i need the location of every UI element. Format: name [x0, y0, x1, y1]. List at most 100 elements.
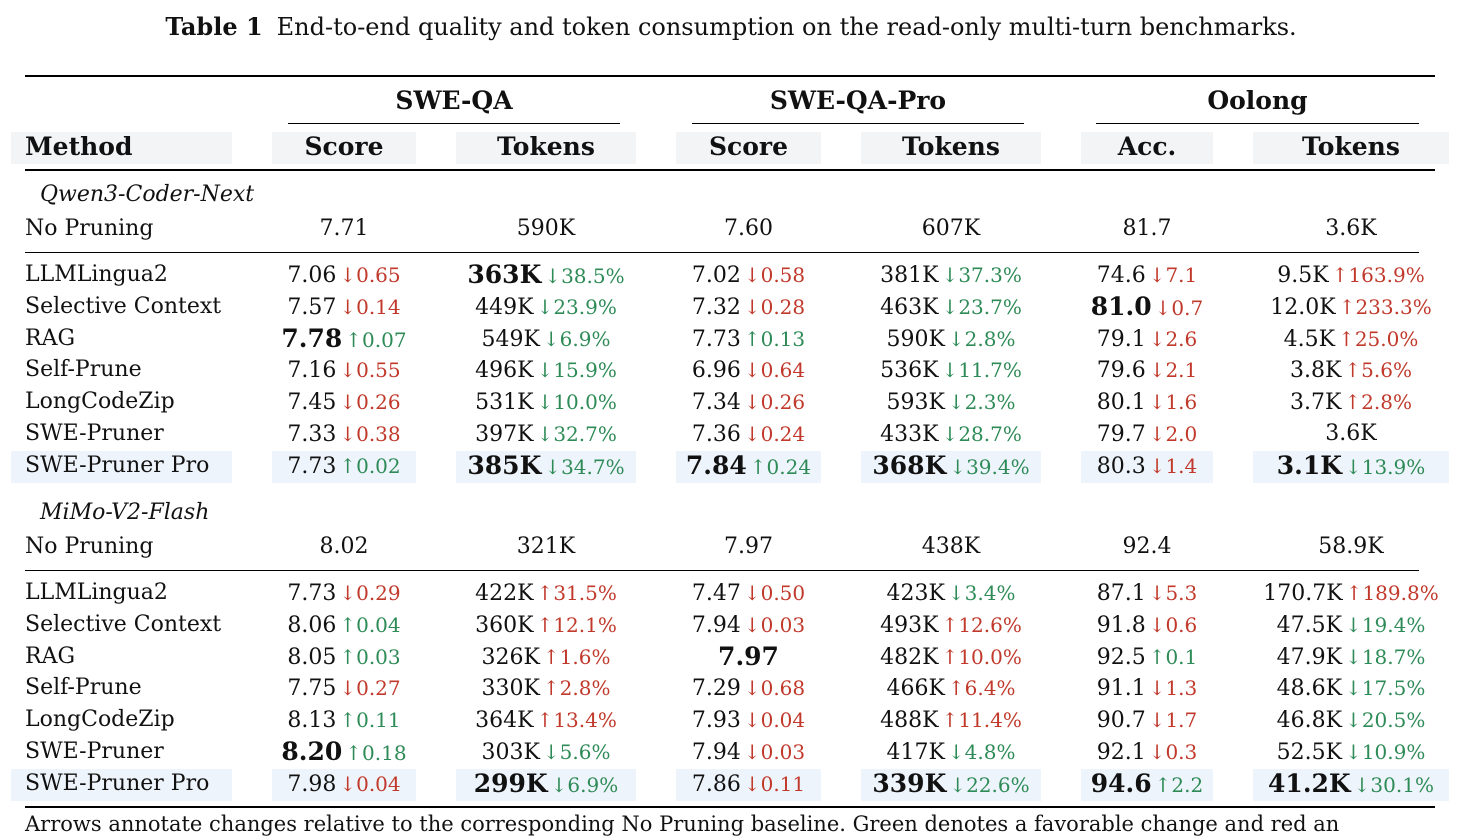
cell-score-2: 7.97 — [676, 642, 821, 674]
cell-delta: ↓0.28 — [743, 295, 806, 319]
cell-value: 466K — [886, 676, 945, 701]
cell-score-1: 7.73 ↓0.29 — [272, 578, 416, 609]
cell-value: 4.5K — [1283, 327, 1336, 352]
cell-delta: ↑12.6% — [941, 613, 1022, 637]
highlight-bg-tokens-3 — [1253, 769, 1449, 801]
cell-value: 364K — [475, 708, 534, 733]
cell-tokens-2: 482K ↑10.0% — [861, 642, 1041, 673]
table-caption-text: End-to-end quality and token consumption… — [276, 13, 1297, 41]
col-header-score-2: Score — [708, 132, 789, 161]
cell-delta: ↓0.65 — [339, 263, 401, 287]
cell-value: 7.36 — [691, 422, 741, 447]
baseline-separator — [25, 570, 1419, 571]
cell-value: 482K — [880, 645, 939, 670]
cell-score-2: 6.96 ↓0.64 — [676, 355, 821, 386]
baseline-cell-tokens-1: 321K — [516, 534, 576, 559]
baseline-cell-score-2: 7.97 — [724, 534, 773, 559]
cell-score-2: 7.84 ↑0.24 — [676, 451, 821, 483]
baseline-cell-tokens-3: 3.6K — [1325, 216, 1377, 241]
cell-value: 80.3 — [1096, 454, 1146, 479]
cell-score-1: 7.98 ↓0.04 — [272, 769, 416, 800]
cell-value: 7.47 — [691, 581, 741, 606]
highlight-bg-score-2 — [676, 769, 821, 801]
cell-value: 7.84 — [685, 451, 747, 480]
cell-value: 7.97 — [718, 642, 779, 671]
cell-tokens-3: 9.5K ↑163.9% — [1253, 260, 1449, 291]
cell-value: 46.8K — [1276, 708, 1343, 733]
cell-value: 92.5 — [1096, 645, 1146, 670]
method-name: Self-Prune — [25, 675, 142, 700]
cell-value: 536K — [880, 358, 939, 383]
cell-value: 463K — [880, 295, 939, 320]
col-header-tokens-3: Tokens — [1302, 132, 1400, 161]
cell-delta: ↓0.24 — [743, 422, 806, 446]
group-header-swe-qa-pro: SWE-QA-Pro — [769, 86, 947, 115]
cell-tokens-3: 52.5K ↓10.9% — [1253, 737, 1449, 768]
highlight-bg-method — [11, 451, 232, 483]
method-name: LLMLingua2 — [25, 580, 168, 605]
cell-value: 74.6 — [1096, 263, 1146, 288]
cell-value: 7.75 — [287, 676, 337, 701]
cell-score-2: 7.86 ↓0.11 — [676, 769, 821, 800]
cell-delta: ↓0.64 — [743, 358, 806, 382]
cell-delta: ↓20.5% — [1345, 708, 1426, 732]
cell-score-2: 7.32 ↓0.28 — [676, 292, 821, 323]
cell-delta: ↓0.26 — [339, 390, 401, 414]
cell-delta: ↓0.04 — [339, 772, 401, 796]
cell-tokens-1: 496K ↓15.9% — [456, 355, 636, 386]
method-name: SWE-Pruner Pro — [25, 453, 210, 478]
cell-delta: ↓0.04 — [743, 708, 806, 732]
cell-delta: ↓4.8% — [947, 740, 1016, 764]
cell-delta: ↓7.1 — [1148, 263, 1198, 287]
cell-delta: ↓0.14 — [339, 295, 401, 319]
cell-value: 397K — [475, 422, 534, 447]
cell-delta: ↑1.6% — [542, 645, 611, 669]
cell-value: 7.73 — [691, 327, 741, 352]
cell-tokens-2: 593K ↓2.3% — [861, 387, 1041, 418]
highlight-bg-tokens-1 — [456, 451, 636, 483]
cell-delta: ↓37.3% — [941, 263, 1022, 287]
header-bg-tokens-2 — [861, 132, 1041, 164]
cell-score-1: 8.05 ↑0.03 — [272, 642, 416, 673]
bottom-rule — [25, 806, 1435, 808]
cell-delta: ↓2.3% — [947, 390, 1016, 414]
cell-score-2: 7.94 ↓0.03 — [676, 610, 821, 641]
method-name: Self-Prune — [25, 357, 142, 382]
cell-tokens-1: 449K ↓23.9% — [456, 292, 636, 323]
cell-delta: ↓1.3 — [1148, 676, 1198, 700]
cell-delta: ↑189.8% — [1345, 581, 1439, 605]
cell-delta: ↑31.5% — [536, 581, 617, 605]
cell-tokens-1: 549K ↓6.9% — [456, 324, 636, 355]
cell-acc: 79.7 ↓2.0 — [1081, 419, 1213, 450]
cell-score-1: 7.45 ↓0.26 — [272, 387, 416, 418]
cell-value: 41.2K — [1268, 769, 1351, 798]
highlight-bg-score-2 — [676, 451, 821, 483]
cell-delta: ↑0.11 — [339, 708, 401, 732]
cell-delta: ↑25.0% — [1338, 327, 1419, 351]
baseline-cell-tokens-2: 607K — [921, 216, 981, 241]
cell-score-2: 7.34 ↓0.26 — [676, 387, 821, 418]
cell-acc: 91.1 ↓1.3 — [1081, 673, 1213, 704]
baseline-cell-score-2: 7.60 — [724, 216, 773, 241]
cell-value: 3.1K — [1276, 451, 1342, 480]
highlight-bg-tokens-2 — [861, 451, 1041, 483]
highlight-bg-score-1 — [272, 451, 416, 483]
cell-tokens-1: 531K ↓10.0% — [456, 387, 636, 418]
cell-score-1: 7.57 ↓0.14 — [272, 292, 416, 323]
cell-tokens-2: 590K ↓2.8% — [861, 324, 1041, 355]
cell-tokens-2: 417K ↓4.8% — [861, 737, 1041, 768]
cell-value: 496K — [475, 358, 534, 383]
cell-delta: ↑233.3% — [1338, 295, 1432, 319]
cell-tokens-1: 326K ↑1.6% — [456, 642, 636, 673]
cell-value: 7.29 — [691, 676, 741, 701]
cell-delta: ↓2.6 — [1148, 327, 1198, 351]
cell-score-1: 8.20 ↑0.18 — [272, 737, 416, 769]
cell-tokens-2: 536K ↓11.7% — [861, 355, 1041, 386]
cell-value: 12.0K — [1270, 295, 1336, 320]
cell-delta: ↓0.03 — [743, 740, 806, 764]
cell-tokens-1: 422K ↑31.5% — [456, 578, 636, 609]
cell-score-1: 7.06 ↓0.65 — [272, 260, 416, 291]
cell-value: 91.8 — [1096, 613, 1146, 638]
footnote: Arrows annotate changes relative to the … — [25, 812, 1340, 836]
baseline-cell-score-1: 8.02 — [319, 534, 369, 559]
